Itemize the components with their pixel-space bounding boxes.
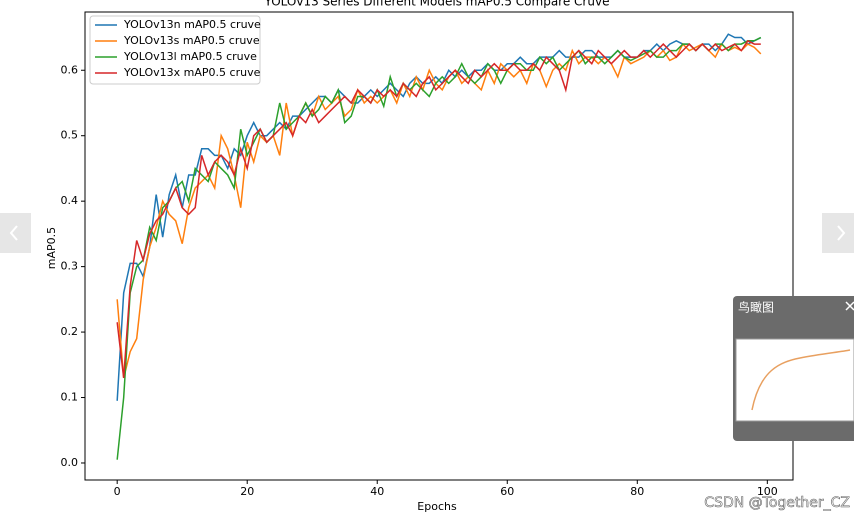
next-bg[interactable] <box>822 213 854 253</box>
legend-label: YOLOv13l mAP0.5 cruve <box>123 50 257 63</box>
x-tick-label: 20 <box>240 485 254 498</box>
y-tick-label: 0.6 <box>61 63 79 76</box>
legend-label: YOLOv13s mAP0.5 cruve <box>123 34 260 47</box>
next-arrow <box>837 225 846 241</box>
prev-bg[interactable] <box>0 213 31 253</box>
overview-title: 鸟瞰图 <box>738 300 774 315</box>
y-tick-label: 0.1 <box>61 391 79 404</box>
prev-button[interactable] <box>0 213 31 253</box>
thumbnail-preview <box>751 349 851 411</box>
chart-title: YOLOv13 Series Different Models mAP0.5 C… <box>264 0 610 9</box>
x-tick-label: 40 <box>370 485 384 498</box>
legend: YOLOv13n mAP0.5 cruve YOLOv13s mAP0.5 cru… <box>89 15 261 85</box>
y-tick-label: 0.5 <box>61 129 79 142</box>
y-tick-label: 0.4 <box>61 194 79 207</box>
prev-arrow <box>9 225 18 241</box>
overview-close[interactable] <box>845 301 854 311</box>
series-line <box>116 36 762 460</box>
x-tick-label: 60 <box>500 485 514 498</box>
y-tick-label: 0.3 <box>61 260 79 273</box>
plot-frame <box>84 11 794 481</box>
y-axis-label: mAP0.5 <box>45 227 58 269</box>
x-axis-label: Epochs <box>417 500 457 513</box>
overview-panel: 鸟瞰图 <box>733 296 854 441</box>
legend-box <box>89 15 261 85</box>
x-tick-label: 80 <box>630 485 644 498</box>
overview-thumbnail[interactable] <box>735 338 854 422</box>
next-button[interactable] <box>822 213 854 253</box>
y-tick-label: 0.2 <box>61 325 79 338</box>
legend-label: YOLOv13x mAP0.5 cruve <box>123 66 261 79</box>
series-line <box>116 39 761 378</box>
y-tick-label: 0.0 <box>61 456 79 469</box>
legend-label: YOLOv13n mAP0.5 cruve <box>123 18 261 31</box>
x-tick-label: 0 <box>114 485 121 498</box>
chart: YOLOv13 Series Different Models mAP0.5 C… <box>45 0 794 513</box>
series-line <box>116 33 762 401</box>
series-line <box>116 42 762 379</box>
x-tick-label: 100 <box>757 485 778 498</box>
watermark: CSDN @Together_CZ <box>704 495 850 511</box>
